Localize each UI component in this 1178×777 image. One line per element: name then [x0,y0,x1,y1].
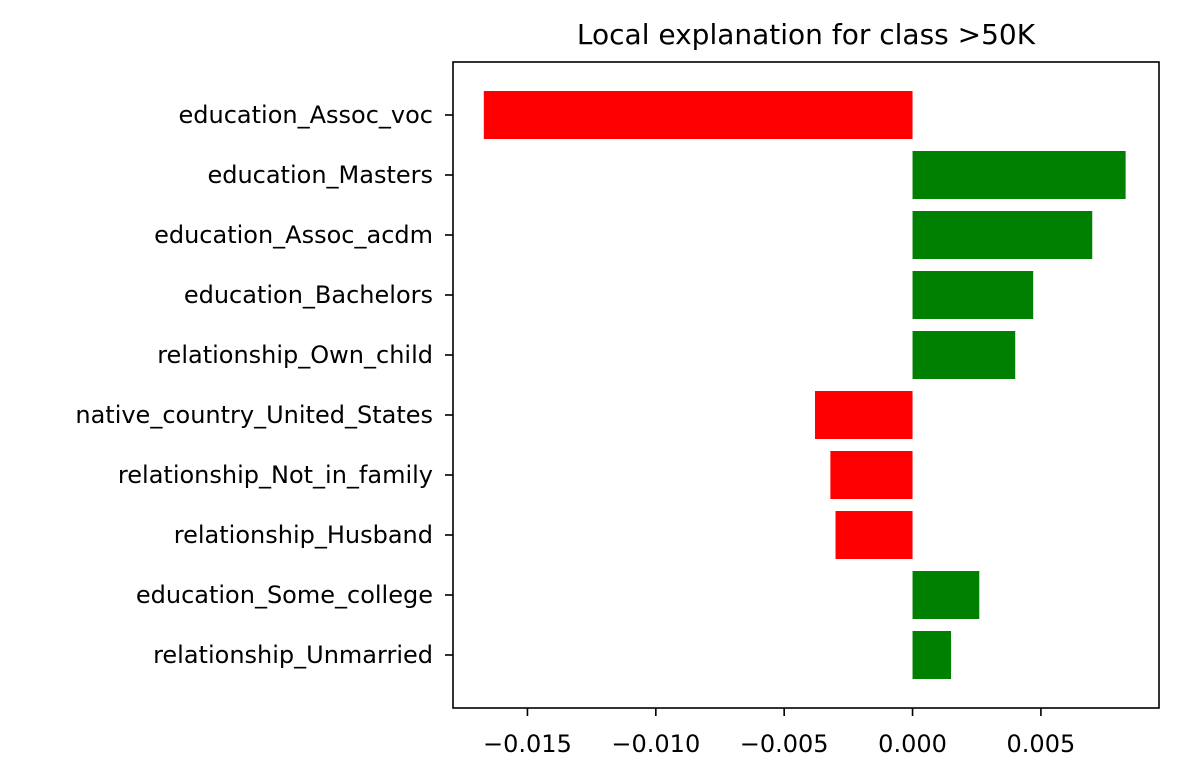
y-tick-label: relationship_Own_child [157,341,433,369]
y-tick-label: native_country_United_States [75,401,433,429]
bar-education_Bachelors [912,271,1034,319]
bars-group [483,91,1126,679]
y-tick-label: education_Assoc_acdm [154,221,433,249]
plot-frame [452,61,1160,709]
bar-native_country_United_States [814,391,913,439]
bar-education_Some_college [912,571,980,619]
x-axis: −0.015 −0.010 −0.005 0.000 0.005 [483,708,1075,758]
x-tick-label: 0.000 [878,730,947,758]
y-tick-label: education_Some_college [136,581,433,609]
y-tick-label: education_Assoc_voc [179,101,433,129]
x-tick-label: −0.005 [740,730,829,758]
y-tick-label: relationship_Unmarried [153,641,433,669]
y-tick-label: education_Bachelors [184,281,433,309]
x-tick-label: 0.005 [1007,730,1076,758]
y-tick-label: relationship_Not_in_family [118,461,433,489]
bar-education_Assoc_acdm [912,211,1093,259]
bar-relationship_Husband [835,511,913,559]
bar-relationship_Own_child [912,331,1016,379]
bar-relationship_Unmarried [912,631,952,679]
x-tick-label: −0.015 [483,730,572,758]
x-tick-label: −0.010 [611,730,700,758]
y-tick-label: education_Masters [207,161,433,189]
y-axis: education_Assoc_voc education_Masterseduc… [75,101,453,669]
chart-title: Local explanation for class >50K [577,18,1036,51]
bar-education_Assoc_voc [483,91,913,139]
bar-relationship_Not_in_family [830,451,913,499]
y-tick-label: relationship_Husband [174,521,433,549]
bar-education_Masters [912,151,1126,199]
